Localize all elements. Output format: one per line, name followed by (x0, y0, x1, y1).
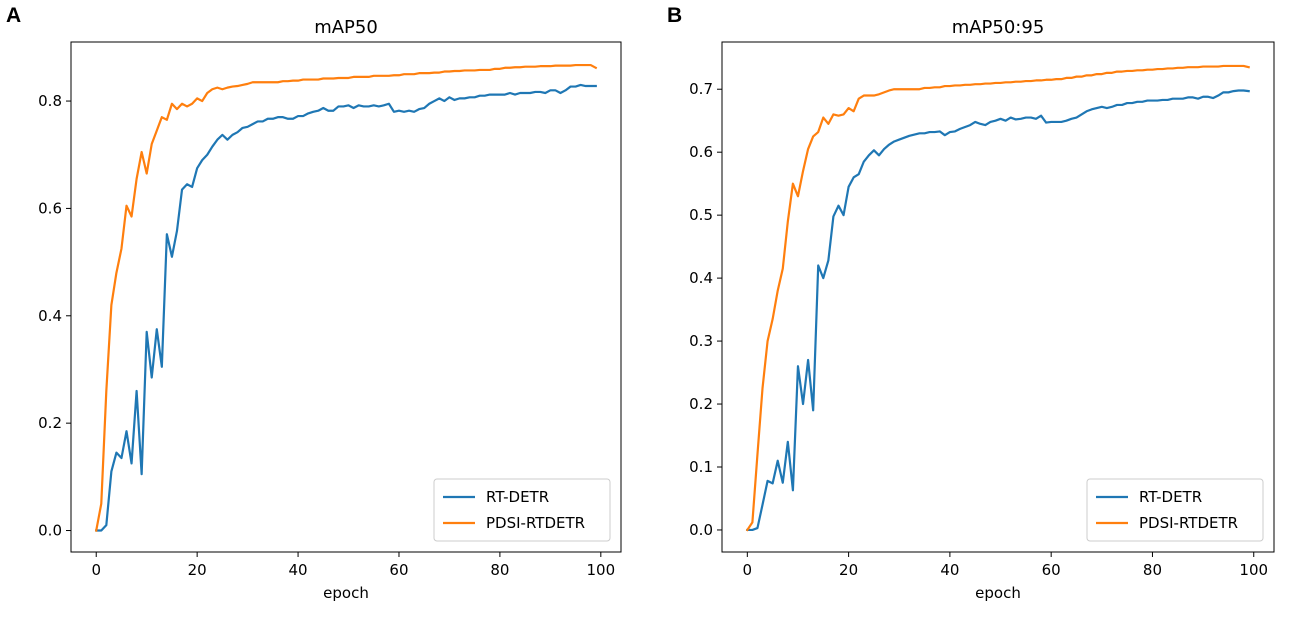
x-tick-label: 80 (490, 561, 509, 579)
legend: RT-DETR PDSI-RTDETR (433, 478, 611, 542)
x-tick-label: 0 (743, 561, 753, 579)
axes-frame (721, 41, 1275, 553)
y-tick-label: 0.0 (689, 521, 713, 539)
x-tick-label: 60 (389, 561, 408, 579)
legend-label: RT-DETR (1139, 488, 1202, 506)
x-tick-label: 80 (1143, 561, 1162, 579)
x-axis-label: epoch (975, 584, 1021, 602)
legend-box (433, 478, 611, 542)
panel-letter-a: A (6, 4, 22, 27)
legend-box (1086, 478, 1264, 542)
legend-label: PDSI-RTDETR (1139, 514, 1238, 532)
y-tick-label: 0.0 (38, 522, 62, 540)
y-tick-label: 0.1 (689, 458, 713, 476)
legend-label: PDSI-RTDETR (486, 514, 585, 532)
y-tick-label: 0.4 (38, 307, 62, 325)
y-tick-label: 0.6 (689, 143, 713, 161)
x-tick-label: 60 (1042, 561, 1061, 579)
y-tick-label: 0.5 (689, 206, 713, 224)
y-tick-label: 0.7 (689, 80, 713, 98)
y-tick-label: 0.4 (689, 269, 713, 287)
x-tick-label: 100 (586, 561, 615, 579)
panel-letter-b: B (667, 4, 683, 27)
x-axis-label: epoch (323, 584, 369, 602)
x-tick-label: 100 (1239, 561, 1268, 579)
chart-title: mAP50:95 (952, 17, 1045, 38)
series-line-rt-detr (746, 89, 1250, 532)
series-line-pdsi-rtdetr (745, 64, 1251, 532)
y-tick-label: 0.6 (38, 199, 62, 217)
y-tick-label: 0.2 (38, 414, 62, 432)
chart-panel-b: mAP50:95 0 20 40 60 80 100 0.0 0.1 0.2 0.3 0.4 0.5 0.… (689, 17, 1275, 602)
x-tick-label: 20 (188, 561, 207, 579)
legend: RT-DETR PDSI-RTDETR (1086, 478, 1264, 542)
x-tick-label: 40 (289, 561, 308, 579)
x-tick-label: 0 (91, 561, 101, 579)
y-tick-label: 0.3 (689, 332, 713, 350)
legend-label: RT-DETR (486, 488, 549, 506)
chart-panel-a: mAP50 0 20 40 60 80 100 0.0 0.2 0.4 0.6 0.8 epoch RT-… (38, 17, 622, 602)
axes-frame (70, 41, 622, 553)
series-line-rt-detr (95, 83, 597, 532)
y-tick-label: 0.8 (38, 92, 62, 110)
y-tick-label: 0.2 (689, 395, 713, 413)
chart-title: mAP50 (314, 17, 378, 38)
x-tick-label: 20 (839, 561, 858, 579)
series-line-pdsi-rtdetr (94, 63, 598, 532)
x-tick-label: 40 (940, 561, 959, 579)
